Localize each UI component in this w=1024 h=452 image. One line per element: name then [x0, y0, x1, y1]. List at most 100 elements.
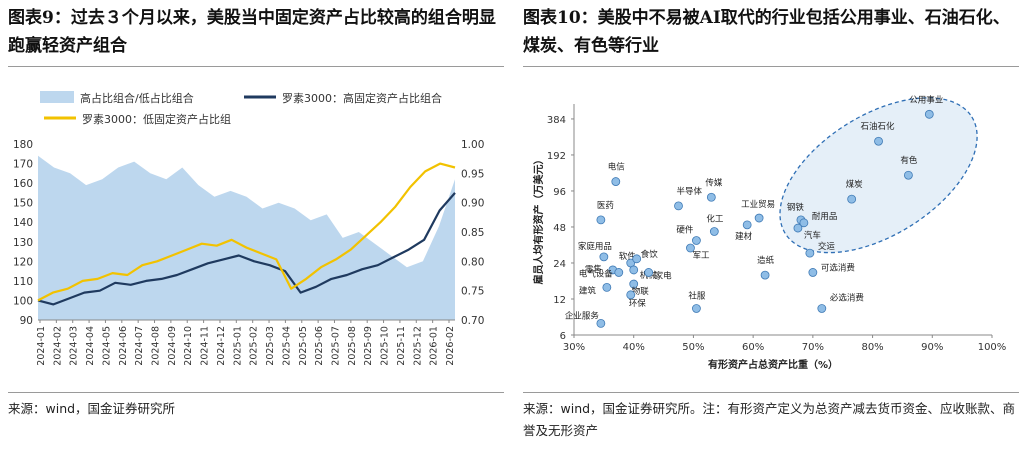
scatter-point: [760, 270, 770, 280]
scatter-point: [754, 213, 764, 223]
y-tick-label: 24: [553, 259, 566, 270]
point-label: 军工: [692, 251, 710, 261]
scatter-point: [692, 304, 701, 313]
x-tick-label: 2026-02: [445, 326, 456, 366]
y-left-tick-label: 170: [13, 159, 33, 171]
legend-label-low: 罗素3000：低固定资产占比组: [82, 112, 231, 126]
right-chart-title: 图表10：美股中不易被AI取代的行业包括公用事业、石油石化、煤炭、有色等行业: [523, 8, 1010, 56]
y-right-tick-label: 0.70: [461, 315, 484, 327]
scatter-point: [903, 170, 913, 180]
point-label: 公用事业: [909, 94, 943, 105]
y-axis-title: 雇员人均有形资产（万美元）: [532, 155, 545, 285]
x-tick-label: 50%: [682, 342, 704, 353]
x-tick-label: 40%: [623, 342, 645, 353]
left-source-note: 来源：wind，国金证券研究所: [8, 401, 176, 416]
y-left-tick-label: 150: [13, 198, 33, 210]
point-label: 建筑: [579, 285, 597, 296]
scatter-point: [632, 254, 642, 264]
y-tick-label: 48: [553, 223, 566, 234]
scatter-point: [847, 194, 857, 204]
x-tick-label: 2024-12: [216, 326, 227, 366]
x-tick-label: 2025-01: [232, 326, 243, 366]
x-tick-label: 2025-11: [396, 326, 407, 366]
y-left-tick-label: 180: [13, 139, 33, 151]
x-tick-label: 2024-10: [183, 326, 194, 366]
point-label: 耐用品: [812, 211, 838, 222]
y-tick-label: 192: [547, 151, 566, 162]
scatter-point: [611, 177, 621, 186]
y-right-tick-label: 0.90: [461, 198, 484, 210]
x-tick-label: 2025-09: [363, 326, 374, 366]
x-tick-label: 2025-08: [347, 326, 358, 366]
scatter-point: [874, 136, 883, 146]
x-tick-label: 2024-09: [167, 326, 178, 366]
point-label: 硬件: [676, 224, 694, 235]
point-label: 企业服务: [565, 310, 600, 321]
y-left-tick-label: 130: [13, 237, 33, 249]
y-left-tick-label: 120: [13, 256, 33, 268]
point-label: 汽车: [804, 230, 821, 241]
legend-label-high: 罗素3000：高固定资产占比组合: [282, 91, 442, 105]
point-label: 交运: [818, 241, 836, 252]
point-label: 煤炭: [846, 179, 864, 190]
y-tick-label: 6: [560, 331, 566, 342]
point-label: 传媒: [705, 177, 723, 188]
x-tick-label: 30%: [563, 342, 585, 353]
highlight-ellipse: [779, 97, 978, 254]
y-tick-label: 12: [553, 295, 566, 306]
scatter-point: [686, 243, 695, 253]
scatter-point: [629, 265, 639, 275]
scatter-point: [808, 268, 818, 277]
y-left-tick-label: 90: [20, 315, 33, 327]
point-label: 必选消费: [830, 292, 865, 303]
point-label: 软件: [619, 251, 637, 262]
scatter-point: [602, 282, 612, 292]
point-label: 半导体: [677, 186, 703, 197]
left-source-rule: [8, 392, 504, 393]
point-label: 可选消费: [821, 262, 856, 273]
scatter-point: [614, 268, 624, 277]
scatter-point: [629, 279, 639, 289]
series-area-ratio: [38, 155, 455, 320]
right-title-rule: [523, 66, 1019, 67]
series-line-high: [37, 192, 456, 306]
point-label: 零售: [585, 264, 602, 275]
point-label: 造纸: [757, 255, 775, 266]
point-label: 家电: [655, 270, 673, 281]
x-axis-title: 有形资产占总资产比重（%）: [708, 358, 838, 371]
x-tick-label: 2024-07: [134, 326, 145, 366]
y-right-tick-label: 0.85: [461, 227, 484, 239]
point-label: 物联: [632, 286, 650, 297]
y-left-tick-label: 110: [13, 276, 33, 288]
y-tick-label: 384: [547, 115, 566, 126]
legend-label-ratio: 高占比组合/低占比组合: [80, 91, 194, 105]
point-label: 石油石化: [861, 121, 896, 132]
scatter-point: [924, 109, 934, 119]
x-tick-label: 2024-11: [200, 326, 211, 366]
scatter-point: [626, 290, 636, 300]
point-label: 医药: [597, 200, 614, 211]
point-label: 钢铁: [787, 202, 805, 213]
left-chart-title: 图表9：过去３个月以来，美股当中固定资产占比较高的组合明显跑赢轻资产组合: [8, 8, 496, 56]
y-left-tick-label: 160: [13, 178, 33, 190]
right-scatter-chart: 6 12 24 48 96 192 384 30% 40% 50% 60% 70% 80% 90% 100%…: [532, 94, 1006, 371]
point-label: 电气设备: [579, 268, 614, 279]
scatter-point: [817, 304, 827, 313]
x-tick-label: 2025-10: [380, 326, 391, 366]
y-right-tick-label: 1.00: [461, 139, 484, 151]
scatter-point: [709, 227, 719, 236]
right-source-rule: [523, 392, 1019, 393]
y-tick-label: 96: [553, 187, 566, 198]
point-label: 家庭用品: [578, 241, 612, 252]
scatter-point: [674, 201, 683, 211]
point-label: 电信: [608, 162, 626, 173]
y-right-tick-label: 0.95: [461, 168, 484, 180]
x-tick-label: 2024-05: [101, 326, 112, 366]
x-tick-label: 2026-01: [429, 326, 440, 366]
point-label: 化工: [706, 213, 724, 224]
x-tick-label: 2025-12: [412, 326, 423, 366]
x-tick-label: 2025-06: [314, 326, 325, 366]
point-label: 食饮: [641, 249, 659, 260]
point-label: 工业贸易: [741, 199, 775, 210]
y-right-tick-label: 0.75: [461, 286, 484, 298]
